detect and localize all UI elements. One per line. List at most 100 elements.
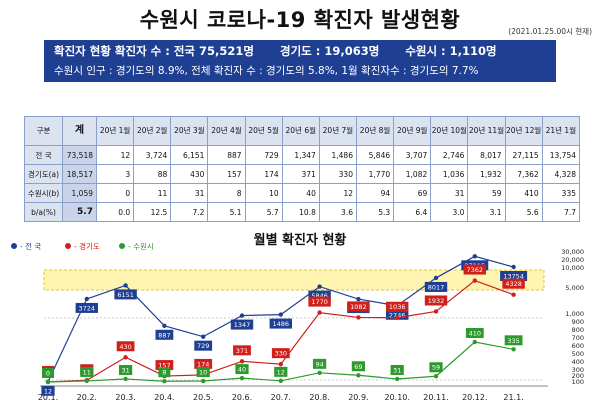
data-point bbox=[278, 378, 283, 384]
row-label: 경기도(a) bbox=[24, 164, 63, 184]
data-label-box bbox=[429, 362, 443, 373]
data-point bbox=[317, 284, 322, 289]
y-tick-label: 900 bbox=[572, 318, 584, 326]
data-label: 1932 bbox=[428, 297, 445, 305]
table-cell: 94 bbox=[355, 183, 395, 203]
data-label-box bbox=[196, 367, 210, 378]
table-cell: 887 bbox=[207, 145, 246, 165]
x-tick-label: 20.2. bbox=[77, 393, 97, 402]
data-label: 371 bbox=[236, 347, 248, 355]
data-label-box bbox=[502, 278, 525, 289]
table-header-row: 구분 계 20년 1월 20년 2월 20년 3월 20년 4월 20년 5월 … bbox=[24, 116, 581, 146]
data-label-box bbox=[194, 340, 213, 351]
table-cell: 4,328 bbox=[541, 164, 581, 184]
table-corner: 구분 bbox=[24, 116, 63, 146]
data-label-box bbox=[233, 345, 251, 356]
table-row: 전 국 73,518 12 3,724 6,151 887 729 1,347 … bbox=[24, 145, 581, 165]
data-point bbox=[84, 296, 90, 302]
stats-table: 구분 계 20년 1월 20년 2월 20년 3월 20년 4월 20년 5월 … bbox=[24, 116, 581, 222]
table-cell: 0.0 bbox=[95, 202, 135, 222]
table-cell: 5.1 bbox=[207, 202, 246, 222]
table-cell: 2,746 bbox=[430, 145, 469, 165]
y-tick-label: 20,000 bbox=[561, 256, 584, 264]
data-point bbox=[433, 309, 439, 314]
data-label-box bbox=[269, 318, 292, 329]
data-label-box bbox=[424, 281, 448, 292]
legend-label: - 전 국 bbox=[20, 241, 41, 251]
month-header: 20년 5월 bbox=[244, 116, 283, 146]
data-point bbox=[123, 376, 128, 382]
table-cell: 1,036 bbox=[430, 164, 469, 184]
row-total: 5.7 bbox=[62, 202, 97, 222]
banner-suwon: 수원시 : 1,110명 bbox=[405, 44, 497, 58]
timestamp-note: (2021.01.25.00시 현재) bbox=[508, 27, 592, 36]
month-header: 21년 1월 bbox=[541, 116, 581, 146]
data-label-box bbox=[386, 309, 409, 320]
month-header: 20년 2월 bbox=[133, 116, 172, 146]
data-label-box bbox=[158, 367, 171, 378]
data-point bbox=[278, 312, 283, 317]
table-cell: 40 bbox=[281, 183, 320, 203]
y-tick-label: 5,000 bbox=[565, 284, 584, 292]
table-cell: 157 bbox=[207, 164, 246, 184]
data-label-box bbox=[116, 341, 135, 352]
legend-marker bbox=[119, 243, 125, 249]
data-point bbox=[433, 275, 439, 281]
table-cell: 1,932 bbox=[467, 164, 506, 184]
table-cell: 5.6 bbox=[504, 202, 543, 222]
data-point bbox=[395, 376, 400, 382]
y-tick-label: 100 bbox=[572, 378, 584, 386]
data-label: 5846 bbox=[311, 292, 328, 300]
banner-line-2: 수원시 인구 : 경기도의 8.9%, 전체 확진자 수 : 경기도의 5.8%… bbox=[54, 65, 479, 77]
data-label-box bbox=[80, 366, 94, 377]
data-point bbox=[317, 310, 322, 315]
table-cell: 6,151 bbox=[170, 145, 209, 165]
data-label-box bbox=[155, 329, 174, 340]
y-tick-label: 500 bbox=[572, 350, 584, 358]
banner-gyeonggi: 경기도 : 19,063명 bbox=[279, 44, 380, 58]
data-label: 11 bbox=[83, 368, 91, 376]
banner-national: 확진자 현황 확진자 수 : 전국 75,521명 bbox=[54, 44, 254, 58]
row-total: 18,517 bbox=[62, 164, 97, 184]
data-label: 1347 bbox=[234, 321, 251, 329]
month-header: 20년 10월 bbox=[430, 116, 469, 146]
x-tick-label: 20.1. bbox=[38, 393, 58, 402]
data-label-box bbox=[42, 368, 54, 378]
data-label-box bbox=[463, 264, 486, 275]
x-tick-label: 20.7. bbox=[271, 393, 291, 402]
data-label-box bbox=[155, 360, 174, 371]
table-total-header: 계 bbox=[62, 116, 97, 146]
x-tick-label: 20.6. bbox=[232, 393, 252, 402]
month-header: 20년 8월 bbox=[355, 116, 395, 146]
data-point bbox=[511, 264, 516, 270]
table-cell: 10 bbox=[244, 183, 283, 203]
data-label: 887 bbox=[158, 331, 170, 339]
data-point bbox=[433, 374, 439, 379]
row-total: 73,518 bbox=[62, 145, 97, 165]
table-cell: 69 bbox=[393, 183, 432, 203]
data-point bbox=[317, 370, 322, 376]
y-tick-label: 700 bbox=[572, 334, 584, 342]
data-label: 3724 bbox=[79, 304, 96, 312]
data-label: 6151 bbox=[117, 291, 134, 299]
row-label: 전 국 bbox=[24, 145, 63, 165]
legend-marker bbox=[65, 243, 71, 249]
table-row: b/a(%) 5.7 0.0 12.5 7.2 5.1 5.7 10.8 3.6… bbox=[24, 202, 581, 222]
data-label: 174 bbox=[197, 360, 209, 368]
data-label: 94 bbox=[315, 360, 323, 368]
data-label: 31 bbox=[393, 366, 401, 374]
x-tick-label: 20.11. bbox=[423, 393, 448, 402]
table-cell: 13,754 bbox=[541, 145, 581, 165]
data-label-box bbox=[313, 358, 327, 369]
data-label-box bbox=[500, 270, 528, 281]
data-label-box bbox=[386, 301, 409, 312]
data-point bbox=[511, 347, 516, 352]
table-cell: 3,707 bbox=[393, 145, 432, 165]
data-point bbox=[356, 296, 361, 302]
table-cell: 59 bbox=[467, 183, 506, 203]
data-point bbox=[356, 315, 361, 320]
y-tick-label: 1,000 bbox=[565, 310, 584, 318]
data-label: 2746 bbox=[389, 311, 406, 319]
data-point bbox=[472, 254, 477, 259]
data-label: 1082 bbox=[350, 303, 367, 311]
